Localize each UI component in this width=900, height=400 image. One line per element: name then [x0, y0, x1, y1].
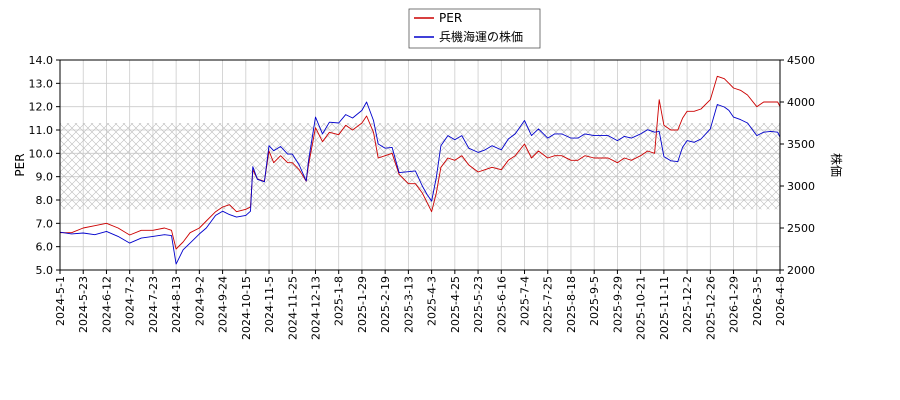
- x-tick-label: 2024-7-23: [147, 276, 160, 333]
- x-tick-label: 2025-5-23: [472, 276, 485, 333]
- x-tick-label: 2025-6-16: [495, 276, 508, 333]
- x-tick-label: 2024-11-5: [263, 276, 276, 333]
- right-tick-label: 2500: [787, 222, 815, 235]
- left-tick-label: 9.0: [36, 171, 54, 184]
- x-tick-label: 2024-12-13: [309, 276, 322, 340]
- legend-label-price: 兵機海運の株価: [439, 29, 523, 44]
- x-tick-label: 2025-2-19: [379, 276, 392, 333]
- x-tick-label: 2024-7-2: [124, 276, 137, 326]
- x-tick-label: 2024-5-23: [77, 276, 90, 333]
- x-tick-label: 2025-1-29: [356, 276, 369, 333]
- x-axis-ticks: 2024-5-1 2024-5-23 2024-6-12 2024-7-2 2024-7…: [54, 270, 787, 340]
- right-axis-title: 株価: [829, 153, 844, 177]
- x-tick-label: 2024-10-15: [240, 276, 253, 340]
- right-tick-label: 4500: [787, 54, 815, 67]
- left-tick-label: 7.0: [36, 217, 54, 230]
- left-tick-label: 12.0: [29, 101, 54, 114]
- left-tick-label: 13.0: [29, 77, 54, 90]
- x-tick-label: 2025-3-13: [402, 276, 415, 333]
- x-tick-label: 2025-9-29: [611, 276, 624, 333]
- x-tick-label: 2025-7-4: [519, 276, 532, 326]
- left-tick-label: 11.0: [29, 124, 54, 137]
- right-tick-label: 3000: [787, 180, 815, 193]
- left-axis-ticks: 5.0 6.0 7.0 8.0 9.0 10.0 11.0 12.0 13.0 14.0: [29, 54, 60, 277]
- right-tick-label: 3500: [787, 138, 815, 151]
- x-tick-label: 2026-1-29: [728, 276, 741, 333]
- left-tick-label: 8.0: [36, 194, 54, 207]
- x-tick-label: 2026-3-5: [751, 276, 764, 326]
- x-tick-label: 2025-10-21: [635, 276, 648, 340]
- x-tick-label: 2025-8-18: [565, 276, 578, 333]
- left-tick-label: 5.0: [36, 264, 54, 277]
- left-tick-label: 14.0: [29, 54, 54, 67]
- x-tick-label: 2025-11-11: [658, 276, 671, 340]
- x-tick-label: 2025-12-2: [681, 276, 694, 333]
- right-tick-label: 2000: [787, 264, 815, 277]
- x-tick-label: 2024-9-2: [193, 276, 206, 326]
- x-tick-label: 2024-8-13: [170, 276, 183, 333]
- range-band: [60, 123, 780, 210]
- right-tick-label: 4000: [787, 96, 815, 109]
- right-axis-ticks: 2000 2500 3000 3500 4000 4500: [780, 54, 815, 277]
- plot-frame: [59, 59, 781, 271]
- x-tick-label: 2025-1-8: [333, 276, 346, 326]
- x-tick-label: 2024-9-24: [217, 276, 230, 333]
- series-line-0: [60, 75, 780, 250]
- x-tick-label: 2025-4-25: [449, 276, 462, 333]
- legend: PER 兵機海運の株価: [408, 8, 541, 49]
- series-line-1: [60, 101, 780, 265]
- x-tick-label: 2026-4-8: [774, 276, 787, 326]
- left-axis-title: PER: [13, 153, 27, 176]
- left-tick-label: 10.0: [29, 147, 54, 160]
- x-tick-label: 2024-5-1: [54, 276, 67, 326]
- series-layer: [60, 75, 780, 265]
- legend-box: [408, 8, 541, 49]
- x-tick-label: 2025-4-3: [426, 276, 439, 326]
- legend-label-per: PER: [439, 11, 462, 25]
- x-tick-label: 2024-11-25: [286, 276, 299, 340]
- x-tick-label: 2025-9-5: [588, 276, 601, 326]
- x-tick-label: 2025-7-25: [542, 276, 555, 333]
- left-tick-label: 6.0: [36, 241, 54, 254]
- x-tick-label: 2025-12-26: [704, 276, 717, 340]
- x-tick-label: 2024-6-12: [100, 276, 113, 333]
